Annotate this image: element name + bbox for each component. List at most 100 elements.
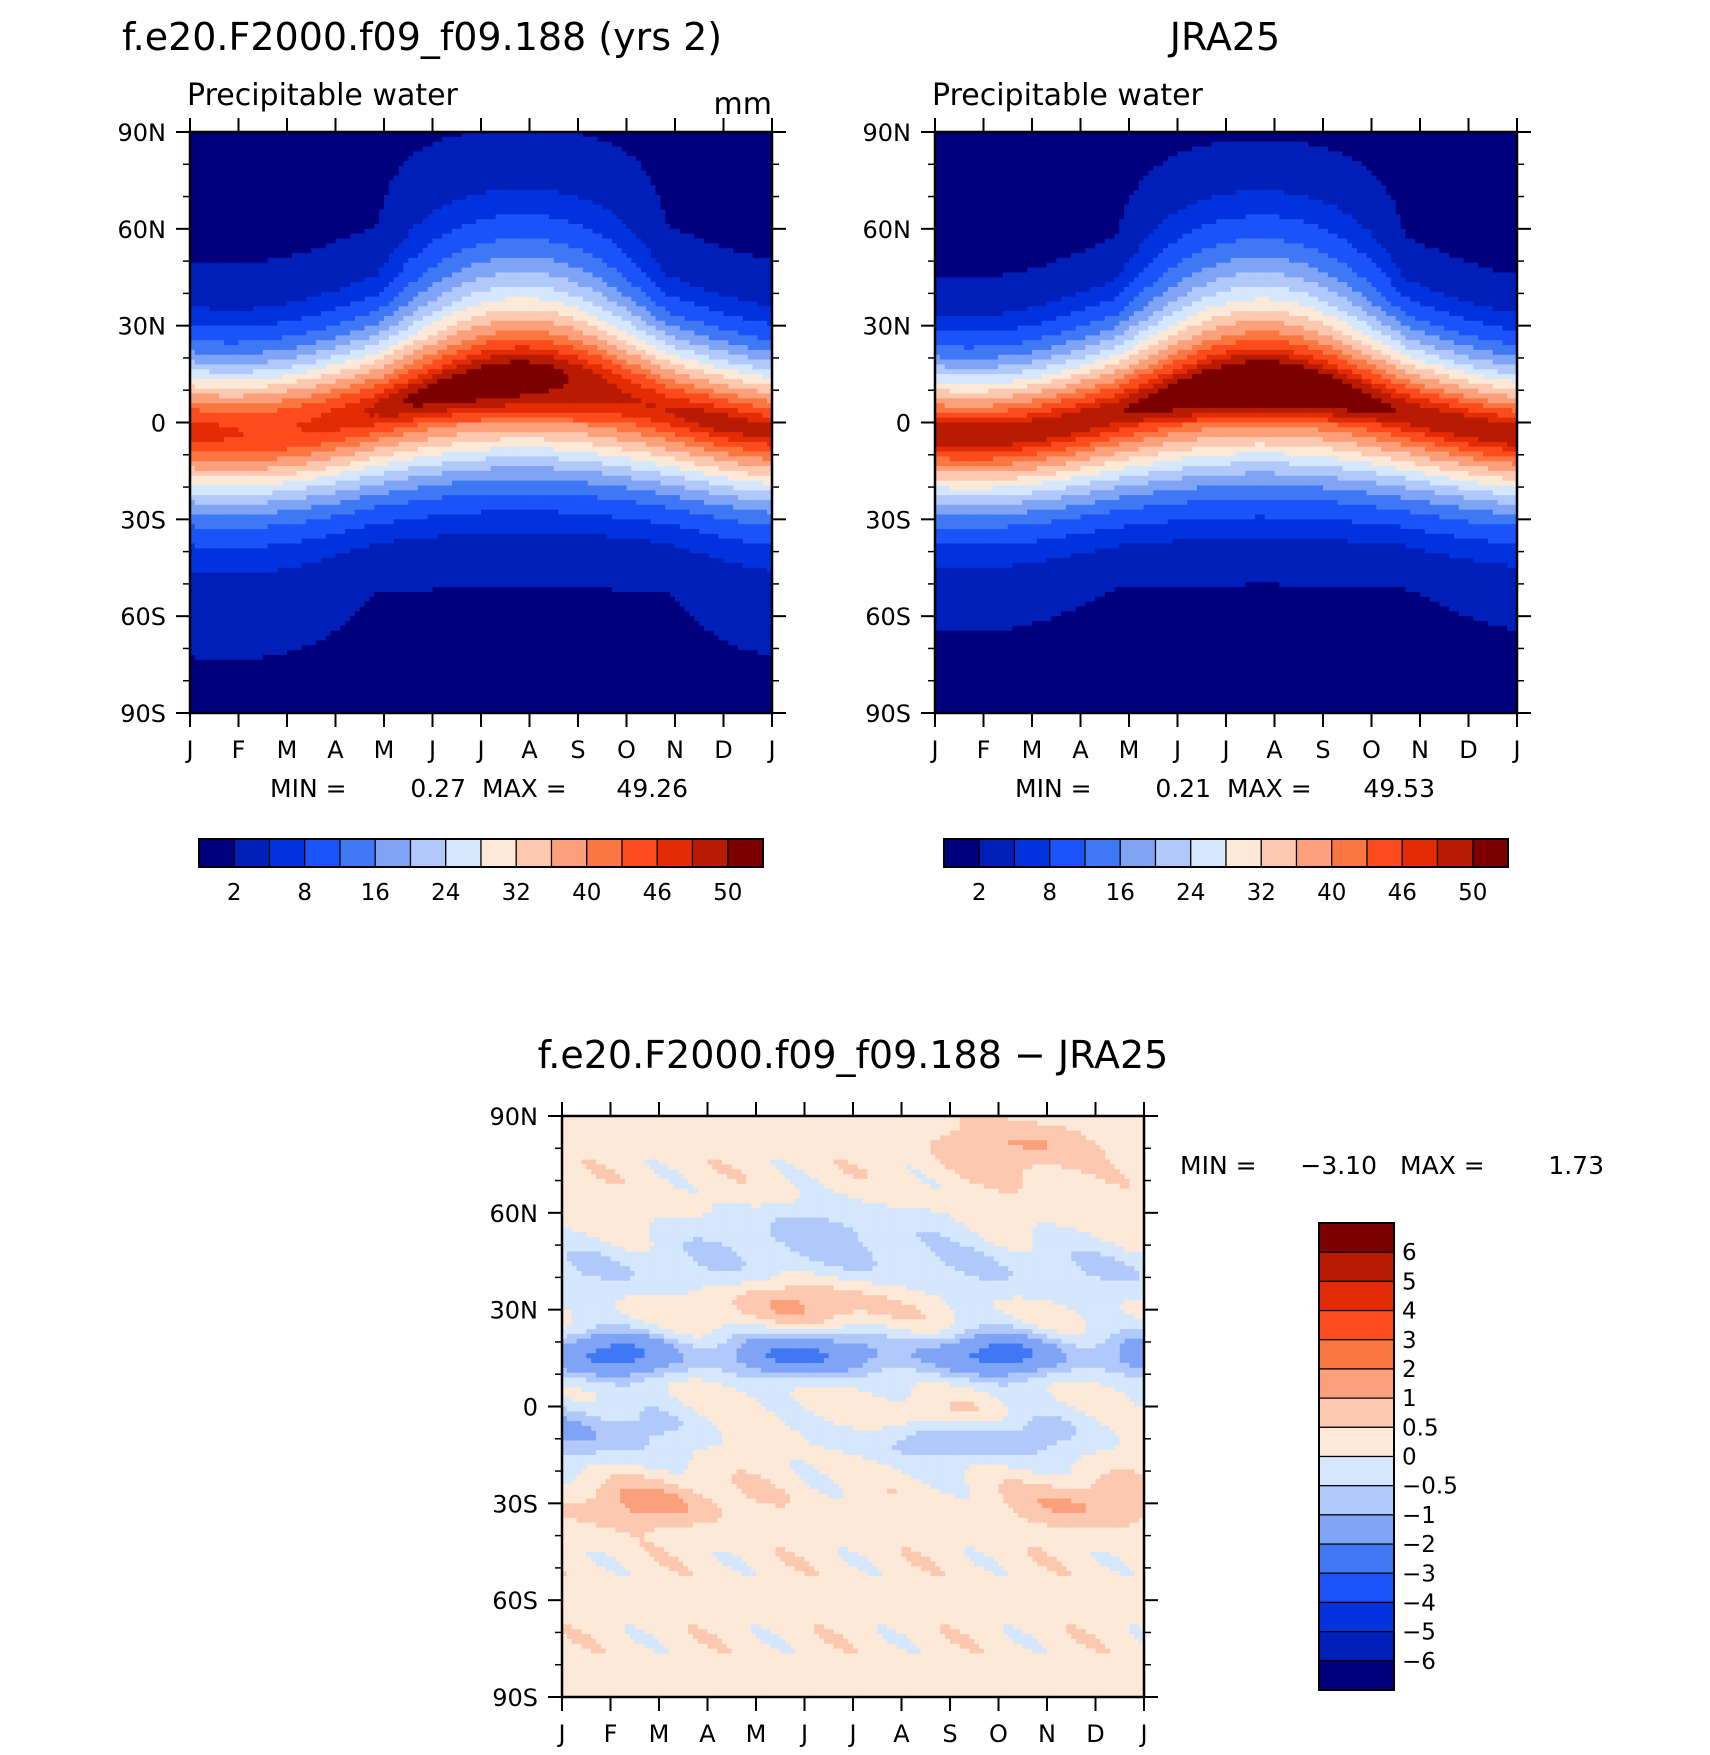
field-cell	[214, 398, 220, 404]
field-cell	[388, 175, 395, 182]
field-cell	[204, 621, 210, 627]
field-cell	[287, 228, 293, 235]
field-cell	[301, 306, 307, 312]
field-cell	[248, 219, 254, 225]
field-cell	[204, 485, 210, 491]
field-cell	[287, 625, 293, 632]
field-cell	[311, 383, 317, 390]
field-cell	[199, 407, 206, 414]
field-cell	[223, 441, 230, 448]
field-cell	[287, 519, 293, 525]
field-cell	[253, 495, 259, 501]
field-cell	[364, 345, 371, 351]
field-cell	[379, 437, 385, 443]
field-cell	[238, 669, 244, 675]
field-cell	[301, 378, 307, 385]
field-cell	[330, 296, 337, 303]
field-cell	[267, 562, 274, 569]
field-cell	[325, 170, 332, 177]
field-cell	[330, 524, 337, 530]
field-cell	[228, 407, 235, 414]
field-cell	[233, 688, 240, 695]
field-cell	[243, 374, 249, 380]
field-cell	[316, 664, 322, 671]
field-cell	[291, 533, 298, 540]
field-cell	[340, 136, 346, 143]
field-cell	[282, 335, 288, 341]
field-cell	[320, 427, 327, 433]
field-cell	[243, 529, 249, 535]
field-cell	[190, 141, 196, 148]
field-cell	[199, 209, 206, 215]
field-cell	[267, 277, 274, 283]
field-cell	[190, 485, 196, 491]
field-cell	[233, 587, 240, 593]
field-cell	[262, 422, 269, 428]
field-cell	[379, 422, 385, 428]
field-cell	[248, 664, 254, 671]
field-cell	[228, 151, 235, 157]
field-cell	[316, 654, 322, 661]
field-cell	[354, 330, 361, 336]
field-cell	[320, 180, 327, 186]
field-cell	[364, 427, 371, 433]
field-cell	[364, 180, 371, 186]
field-cell	[214, 383, 220, 390]
field-cell	[354, 238, 361, 244]
field-cell	[257, 412, 264, 419]
field-cell	[330, 519, 337, 525]
field-cell	[243, 132, 249, 138]
field-cell	[282, 204, 288, 211]
field-cell	[354, 393, 361, 399]
field-cell	[291, 475, 298, 482]
field-cell	[364, 340, 371, 346]
panel-title: f.e20.F2000.f09_f09.188 (yrs 2)	[122, 15, 722, 59]
field-cell	[199, 514, 206, 520]
field-cell	[287, 132, 293, 138]
field-cell	[320, 335, 327, 341]
field-cell	[253, 330, 259, 336]
field-cell	[291, 480, 298, 487]
field-cell	[379, 591, 385, 598]
field-cell	[311, 204, 317, 211]
field-cell	[277, 233, 283, 240]
field-cell	[194, 480, 201, 487]
field-cell	[243, 204, 249, 211]
field-cell	[369, 427, 375, 433]
field-cell	[282, 194, 288, 201]
field-cell	[214, 616, 220, 622]
field-cell	[287, 693, 293, 700]
field-cell	[272, 407, 278, 414]
field-cell	[199, 640, 206, 646]
field-cell	[345, 703, 351, 709]
field-cell	[267, 233, 274, 240]
field-cell	[345, 616, 351, 622]
field-cell	[354, 315, 361, 322]
field-cell	[190, 219, 196, 225]
field-cell	[296, 461, 303, 467]
field-cell	[374, 446, 380, 453]
field-cell	[257, 475, 264, 482]
field-cell	[296, 577, 303, 583]
field-cell	[267, 582, 274, 588]
field-cell	[272, 170, 278, 177]
field-cell	[374, 558, 380, 564]
field-cell	[257, 654, 264, 661]
field-cell	[320, 403, 327, 409]
field-cell	[306, 170, 312, 177]
field-cell	[374, 703, 380, 709]
field-cell	[257, 587, 264, 593]
field-cell	[354, 403, 361, 409]
field-cell	[369, 190, 375, 196]
field-cell	[388, 253, 395, 259]
field-cell	[330, 223, 337, 230]
field-cell	[388, 156, 395, 162]
field-cell	[379, 553, 385, 559]
field-cell	[354, 161, 361, 167]
field-cell	[257, 422, 264, 428]
field-cell	[219, 558, 225, 564]
field-cell	[253, 383, 259, 390]
field-cell	[369, 282, 375, 288]
field-cell	[204, 645, 210, 651]
field-cell	[199, 412, 206, 419]
